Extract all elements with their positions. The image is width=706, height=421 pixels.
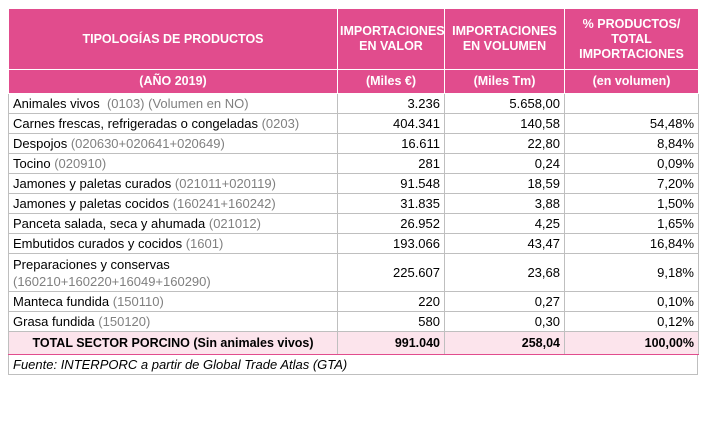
table-row: Panceta salada, seca y ahumada (021012) … — [8, 213, 699, 234]
header-import-volume: IMPORTACIONES EN VOLUMEN — [444, 8, 565, 70]
source-note: Fuente: INTERPORC a partir de Global Tra… — [8, 355, 698, 375]
header-row: TIPOLOGÍAS DE PRODUCTOS IMPORTACIONES EN… — [8, 8, 699, 70]
product-name: Jamones y paletas cocidos — [13, 196, 170, 211]
header-product-type: TIPOLOGÍAS DE PRODUCTOS — [8, 8, 338, 70]
table-body: Animales vivos (0103) (Volumen en NO) 3.… — [8, 93, 699, 355]
header-import-value: IMPORTACIONES EN VALOR — [337, 8, 445, 70]
import-volume-cell: 3,88 — [444, 193, 565, 214]
product-name: Jamones y paletas curados — [13, 176, 172, 191]
table-row: Preparaciones y conservas (160210+160220+… — [8, 253, 699, 292]
product-name-cell: Carnes frescas, refrigeradas o congelada… — [8, 113, 338, 134]
table-row: Animales vivos (0103) (Volumen en NO) 3.… — [8, 93, 699, 114]
product-code: (160241+160242) — [172, 196, 276, 211]
table-row: Embutidos curados y cocidos (1601) 193.0… — [8, 233, 699, 254]
import-value-cell: 580 — [337, 311, 445, 332]
product-name-cell: Manteca fundida (150110) — [8, 291, 338, 312]
product-name-cell: Animales vivos (0103) (Volumen en NO) — [8, 93, 338, 114]
product-code: (020910) — [54, 156, 107, 171]
percent-cell: 1,50% — [564, 193, 699, 214]
product-code: (150120) — [98, 314, 151, 329]
total-value: 991.040 — [337, 331, 445, 355]
product-code: (020630+020641+020649) — [70, 136, 225, 151]
import-value-cell: 26.952 — [337, 213, 445, 234]
product-code: (150110) — [112, 294, 164, 309]
product-name: Panceta salada, seca y ahumada — [13, 216, 206, 231]
product-code: (1601) — [185, 236, 224, 251]
product-name-cell: Panceta salada, seca y ahumada (021012) — [8, 213, 338, 234]
table-row: Tocino (020910) 281 0,24 0,09% — [8, 153, 699, 174]
percent-cell: 7,20% — [564, 173, 699, 194]
import-volume-cell: 43,47 — [444, 233, 565, 254]
percent-cell: 0,09% — [564, 153, 699, 174]
import-value-cell: 225.607 — [337, 253, 445, 292]
table-header: TIPOLOGÍAS DE PRODUCTOS IMPORTACIONES EN… — [8, 8, 699, 94]
product-name-cell: Jamones y paletas cocidos (160241+160242… — [8, 193, 338, 214]
table-row: Jamones y paletas cocidos (160241+160242… — [8, 193, 699, 214]
product-name: Grasa fundida — [13, 314, 95, 329]
header-percent-unit: (en volumen) — [564, 69, 699, 94]
import-volume-cell: 140,58 — [444, 113, 565, 134]
total-percent: 100,00% — [564, 331, 699, 355]
product-name-cell: Despojos (020630+020641+020649) — [8, 133, 338, 154]
import-volume-cell: 22,80 — [444, 133, 565, 154]
import-value-cell: 404.341 — [337, 113, 445, 134]
percent-cell: 54,48% — [564, 113, 699, 134]
imports-table-container: TIPOLOGÍAS DE PRODUCTOS IMPORTACIONES EN… — [8, 8, 699, 375]
product-name-cell: Embutidos curados y cocidos (1601) — [8, 233, 338, 254]
table-row: Carnes frescas, refrigeradas o congelada… — [8, 113, 699, 134]
total-volume: 258,04 — [444, 331, 565, 355]
header-year: (AÑO 2019) — [8, 69, 338, 94]
import-value-cell: 281 — [337, 153, 445, 174]
import-volume-cell: 23,68 — [444, 253, 565, 292]
product-name: Animales vivos — [13, 96, 100, 111]
import-value-cell: 220 — [337, 291, 445, 312]
imports-table: TIPOLOGÍAS DE PRODUCTOS IMPORTACIONES EN… — [8, 8, 699, 355]
table-row: Despojos (020630+020641+020649) 16.611 2… — [8, 133, 699, 154]
product-code: (160210+160220+16049+160290) — [13, 273, 211, 289]
product-code: (021011+020119) — [174, 176, 276, 191]
product-name-cell: Grasa fundida (150120) — [8, 311, 338, 332]
percent-cell — [564, 93, 699, 114]
product-name: Manteca fundida — [13, 294, 110, 309]
header-percent-total: % PRODUCTOS/ TOTAL IMPORTACIONES — [564, 8, 699, 70]
percent-cell: 16,84% — [564, 233, 699, 254]
total-label: TOTAL SECTOR PORCINO (Sin animales vivos… — [8, 331, 338, 355]
percent-cell: 8,84% — [564, 133, 699, 154]
percent-cell: 9,18% — [564, 253, 699, 292]
header-value-unit: (Miles €) — [337, 69, 445, 94]
import-value-cell: 31.835 — [337, 193, 445, 214]
product-code: (0103) (Volumen en NO) — [106, 96, 249, 111]
import-volume-cell: 18,59 — [444, 173, 565, 194]
import-volume-cell: 0,30 — [444, 311, 565, 332]
percent-cell: 0,10% — [564, 291, 699, 312]
import-volume-cell: 4,25 — [444, 213, 565, 234]
table-row: Manteca fundida (150110) 220 0,27 0,10% — [8, 291, 699, 312]
product-name-cell: Jamones y paletas curados (021011+020119… — [8, 173, 338, 194]
product-code: (0203) — [261, 116, 300, 131]
import-value-cell: 3.236 — [337, 93, 445, 114]
import-volume-cell: 0,27 — [444, 291, 565, 312]
table-row: Jamones y paletas curados (021011+020119… — [8, 173, 699, 194]
import-value-cell: 16.611 — [337, 133, 445, 154]
product-name: Preparaciones y conservas — [13, 256, 170, 272]
header-units-row: (AÑO 2019) (Miles €) (Miles Tm) (en volu… — [8, 69, 699, 94]
product-name-cell: Preparaciones y conservas (160210+160220+… — [8, 253, 338, 292]
import-value-cell: 193.066 — [337, 233, 445, 254]
product-name: Carnes frescas, refrigeradas o congelada… — [13, 116, 258, 131]
import-value-cell: 91.548 — [337, 173, 445, 194]
product-name: Despojos — [13, 136, 68, 151]
table-row: Grasa fundida (150120) 580 0,30 0,12% — [8, 311, 699, 332]
product-code: (021012) — [208, 216, 261, 231]
percent-cell: 0,12% — [564, 311, 699, 332]
product-name: Tocino — [13, 156, 51, 171]
product-name-cell: Tocino (020910) — [8, 153, 338, 174]
total-row: TOTAL SECTOR PORCINO (Sin animales vivos… — [8, 331, 699, 355]
percent-cell: 1,65% — [564, 213, 699, 234]
import-volume-cell: 0,24 — [444, 153, 565, 174]
header-volume-unit: (Miles Tm) — [444, 69, 565, 94]
product-name: Embutidos curados y cocidos — [13, 236, 183, 251]
import-volume-cell: 5.658,00 — [444, 93, 565, 114]
